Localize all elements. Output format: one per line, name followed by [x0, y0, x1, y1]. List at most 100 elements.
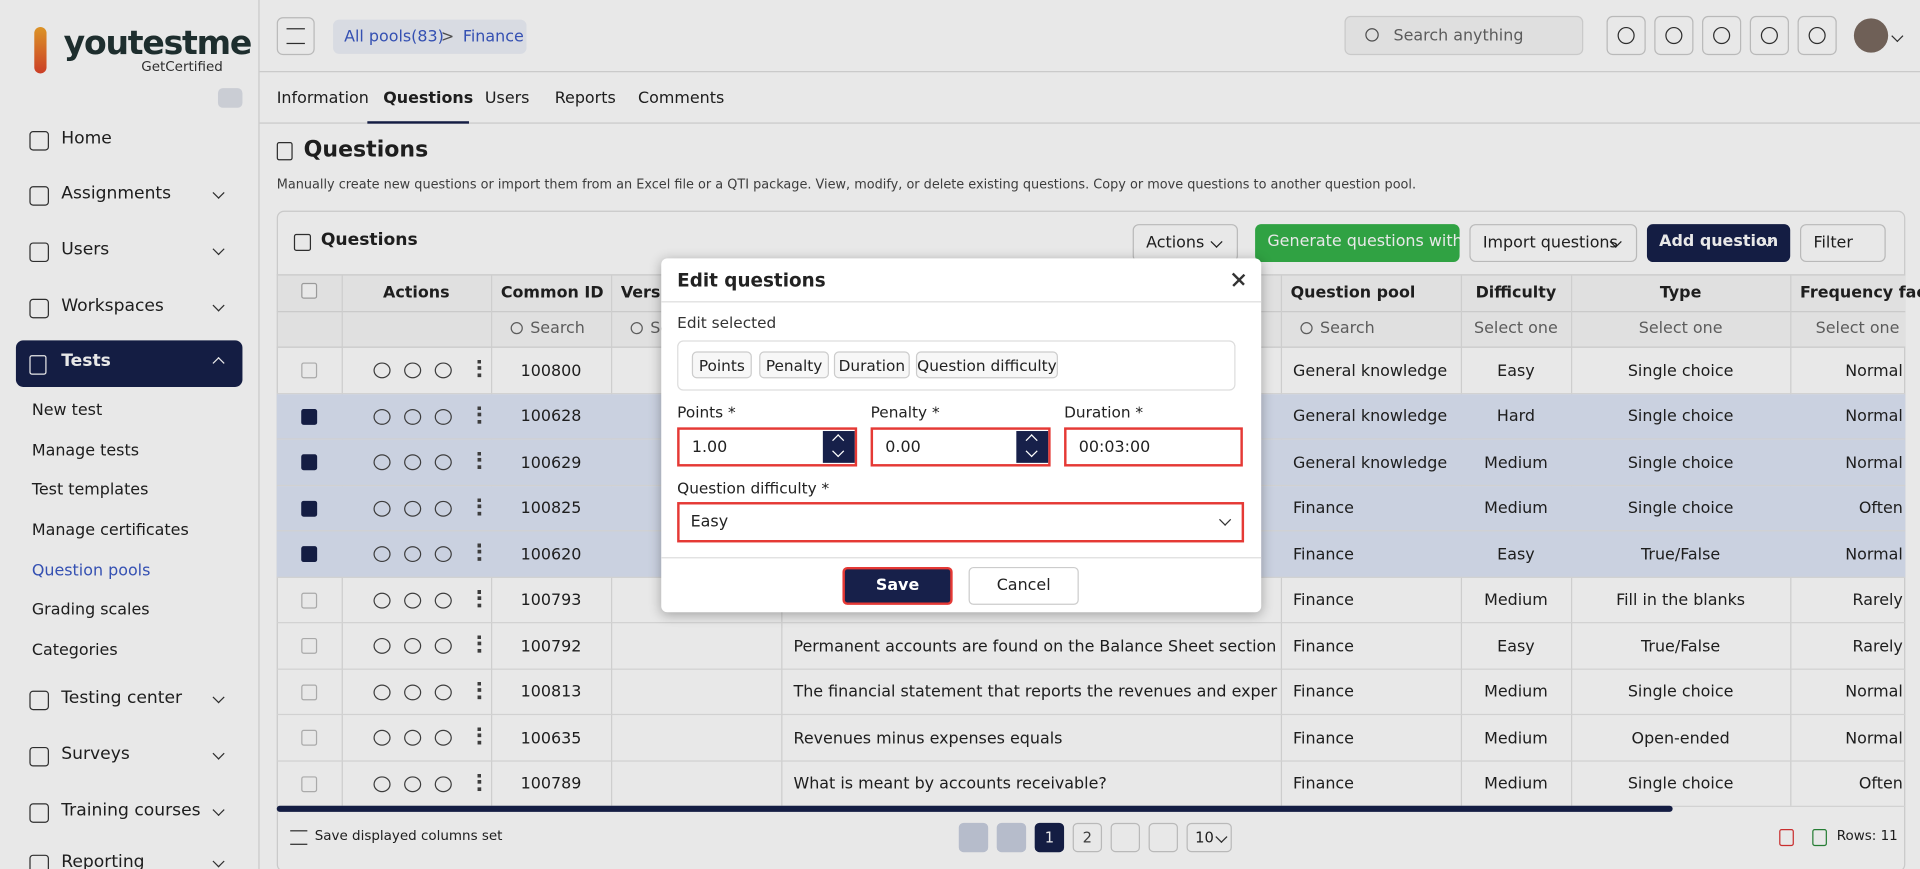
submenu-item[interactable]: Categories [31, 641, 118, 661]
pager-button[interactable] [958, 822, 989, 853]
more-icon[interactable] [477, 727, 482, 745]
input-field[interactable]: 0.00 [870, 427, 1051, 467]
checkbox[interactable] [301, 362, 318, 379]
nav-item[interactable]: Training courses [61, 800, 201, 821]
submenu-item[interactable]: Question pools [31, 562, 151, 581]
checkbox[interactable] [301, 683, 318, 700]
filter-placeholder[interactable]: Search [1320, 318, 1375, 338]
more-icon[interactable] [477, 451, 482, 469]
icon-button[interactable] [1702, 15, 1742, 56]
more-icon[interactable] [477, 635, 482, 653]
save-button[interactable]: Save [842, 566, 953, 605]
more-icon[interactable] [477, 497, 482, 515]
icon-button[interactable] [1606, 15, 1646, 56]
row-action-icon[interactable] [373, 500, 391, 517]
row-action-icon[interactable] [404, 362, 422, 379]
nav-item[interactable]: Workspaces [61, 296, 164, 316]
more-icon[interactable] [477, 360, 482, 378]
checkbox[interactable] [301, 500, 318, 517]
icon-button[interactable] [1654, 15, 1694, 56]
submenu-item[interactable]: New test [31, 401, 103, 421]
nav-item[interactable]: Assignments [61, 183, 172, 204]
row-action-icon[interactable] [404, 454, 422, 471]
row-action-icon[interactable] [434, 362, 452, 379]
icon-button[interactable] [1797, 15, 1837, 56]
checkbox[interactable] [301, 775, 318, 792]
row-action-icon[interactable] [373, 637, 391, 654]
spinner[interactable] [822, 431, 855, 463]
excel-icon[interactable] [1812, 828, 1827, 847]
spinner[interactable] [1016, 431, 1049, 463]
column-header[interactable]: Type [1659, 283, 1702, 302]
row-action-icon[interactable] [404, 546, 422, 563]
row-action-icon[interactable] [434, 683, 452, 700]
row-action-icon[interactable] [434, 775, 452, 792]
row-action-icon[interactable] [404, 729, 422, 746]
column-header[interactable]: Difficulty [1475, 283, 1557, 302]
page-size[interactable]: 10 [1186, 822, 1232, 853]
checkbox[interactable] [301, 282, 318, 299]
breadcrumb-link[interactable]: All pools(83) [344, 27, 444, 46]
checkbox[interactable] [301, 637, 318, 654]
checkbox[interactable] [301, 729, 318, 746]
row-action-icon[interactable] [373, 775, 391, 792]
scrollbar[interactable] [276, 805, 1673, 812]
nav-item[interactable]: Testing center [61, 688, 183, 708]
nav-item[interactable]: Reporting [61, 852, 145, 869]
collapse-button[interactable] [217, 88, 243, 108]
submenu-item[interactable]: Manage certificates [31, 521, 189, 541]
nav-item-active[interactable] [15, 340, 243, 387]
tab[interactable]: Comments [637, 88, 725, 108]
row-action-icon[interactable] [434, 592, 452, 608]
row-action-icon[interactable] [404, 408, 422, 425]
more-icon[interactable] [477, 773, 482, 791]
input-field[interactable]: 00:03:00 [1064, 427, 1243, 467]
row-action-icon[interactable] [434, 454, 452, 471]
pdf-icon[interactable] [1779, 828, 1794, 847]
row-action-icon[interactable] [404, 592, 422, 608]
avatar[interactable] [1853, 18, 1889, 53]
select-field[interactable]: Easy [677, 502, 1245, 543]
footer-text[interactable]: Save displayed columns set [314, 827, 503, 844]
chip[interactable]: Question difficulty [915, 351, 1058, 379]
nav-item[interactable]: Surveys [61, 744, 130, 765]
filter-select[interactable]: Select one [1474, 318, 1558, 338]
checkbox[interactable] [301, 408, 318, 425]
pager-button[interactable] [996, 822, 1027, 853]
row-action-icon[interactable] [404, 683, 422, 700]
row-action-icon[interactable] [404, 500, 422, 517]
menu-button[interactable] [276, 17, 315, 56]
page-number[interactable]: 2 [1072, 822, 1103, 853]
toolbar-button[interactable]: Add question [1646, 224, 1791, 263]
chip[interactable]: Penalty [759, 351, 829, 379]
row-action-icon[interactable] [434, 500, 452, 517]
row-action-icon[interactable] [373, 683, 391, 700]
close-button[interactable] [1231, 272, 1247, 288]
row-action-icon[interactable] [434, 729, 452, 746]
tab[interactable]: Reports [554, 88, 616, 108]
nav-item[interactable]: Users [61, 240, 110, 260]
cancel-button[interactable]: Cancel [968, 566, 1079, 605]
column-header[interactable]: Common ID [500, 283, 604, 302]
row-action-icon[interactable] [373, 546, 391, 563]
more-icon[interactable] [477, 589, 482, 607]
nav-item[interactable]: Home [61, 128, 112, 149]
column-header[interactable]: Frequency factor [1800, 283, 1920, 302]
row-action-icon[interactable] [434, 408, 452, 425]
tab[interactable]: Questions [383, 88, 474, 108]
toolbar-button[interactable]: Filter [1800, 224, 1886, 263]
row-action-icon[interactable] [404, 637, 422, 654]
tab[interactable]: Users [484, 88, 530, 108]
filter-select[interactable]: Select one [1638, 318, 1723, 338]
row-action-icon[interactable] [434, 546, 452, 563]
checkbox[interactable] [301, 454, 318, 471]
input-field[interactable]: 1.00 [677, 427, 858, 467]
chip[interactable]: Duration [833, 351, 910, 379]
pager-button[interactable] [1148, 822, 1178, 853]
more-icon[interactable] [477, 405, 482, 424]
more-icon[interactable] [477, 681, 482, 699]
checkbox[interactable] [301, 546, 318, 563]
filter-placeholder[interactable]: Search [530, 318, 585, 338]
column-header[interactable]: Actions [383, 283, 450, 302]
toolbar-button[interactable]: Generate questions with AI [1255, 224, 1483, 263]
